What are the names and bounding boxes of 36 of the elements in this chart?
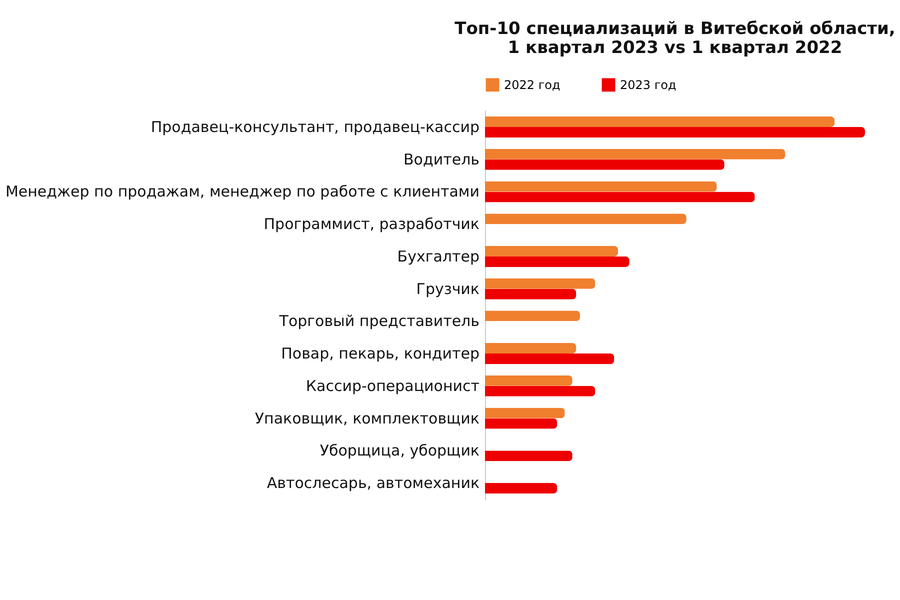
bar (485, 310, 580, 322)
y-tick-label: Грузчик (416, 280, 480, 298)
bar (485, 386, 596, 396)
bar (485, 148, 786, 160)
bar (485, 354, 614, 364)
bar (485, 418, 558, 429)
bar (485, 256, 630, 267)
bar (485, 214, 686, 224)
bar (485, 181, 717, 192)
bar (485, 375, 572, 386)
y-tick-label: Автослесарь, автомеханик (266, 474, 480, 492)
y-tick-label: Водитель (404, 150, 480, 168)
y-tick-label: Бухгалтер (397, 247, 480, 266)
bar (485, 408, 565, 418)
y-tick-label: Кассир-операционист (306, 376, 480, 395)
bar (485, 483, 558, 494)
y-tick-label: Программист, разработчик (264, 215, 480, 234)
bar (485, 450, 572, 462)
bar (485, 343, 576, 354)
y-tick-label: Торговый представитель (278, 312, 480, 330)
bar (485, 278, 596, 289)
bar (485, 116, 835, 127)
y-tick-label: Упаковщик, комплектовщик (254, 409, 480, 428)
text: 1 квартал 2023 vs 1 квартал 2022 (508, 38, 842, 58)
y-tick-label: Повар, пекарь, кондитер (281, 344, 480, 363)
legend-label: 2023 год (620, 78, 676, 92)
y-tick-label: Уборщица, уборщик (320, 442, 480, 460)
bar (485, 246, 618, 256)
legend-label: 2022 год (504, 78, 560, 92)
bar (485, 126, 865, 138)
y-tick-label: Менеджер по продажам, менеджер по работе с клиентами (5, 182, 480, 201)
text: Топ-10 специализаций в Витебской области, (454, 19, 896, 39)
bar (485, 159, 724, 170)
y-tick-label: Продавец-консультант, продавец-кассир (150, 118, 480, 136)
bar (485, 288, 576, 300)
bar (485, 192, 755, 202)
